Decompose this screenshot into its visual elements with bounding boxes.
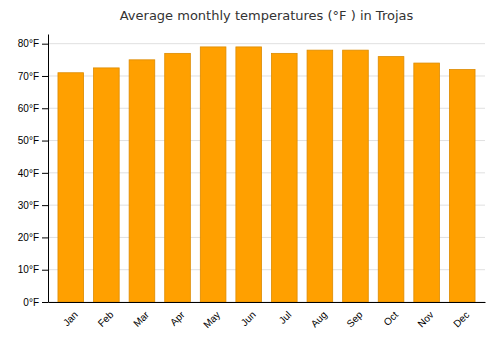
x-tick: Jan [61,309,80,328]
y-tick-label: 40°F [18,168,39,179]
y-tick: 30°F [18,200,48,211]
y-tick-mark [42,141,48,142]
y-tick-mark [42,270,48,271]
plot: 0°F 10°F 20°F 30°F 40°F 50°F 60°F 70°F 80°F Jan Fe… [18,35,486,331]
bar [200,47,226,302]
x-tick-label: Feb [96,309,116,329]
y-tick: 10°F [18,264,48,275]
y-tick-mark [42,302,48,303]
x-tick-label: Oct [381,309,400,328]
y-tick-label: 80°F [18,38,39,49]
y-tick-mark [42,173,48,174]
y-axis-line [48,35,49,303]
y-tick: 20°F [18,232,48,243]
x-tick-label: May [201,309,222,330]
y-tick-mark [42,108,48,109]
x-tick-label: Nov [415,309,435,329]
y-tick: 60°F [18,103,48,114]
y-axis: 0°F 10°F 20°F 30°F 40°F 50°F 60°F 70°F 80°F [18,35,49,308]
y-tick: 40°F [18,168,48,179]
bar [343,50,369,302]
x-tick-label: Dec [451,309,471,329]
x-axis-line [49,302,486,303]
y-tick-mark [42,205,48,206]
y-tick: 50°F [18,135,48,146]
grid [48,44,485,302]
y-tick-mark [42,44,48,45]
x-tick-label: Aug [309,309,329,329]
y-tick-label: 0°F [23,297,39,308]
y-tick: 70°F [18,71,48,82]
x-tick: Mar [131,309,151,329]
bar [129,60,155,302]
bar [414,63,440,302]
x-tick: Oct [381,309,400,328]
x-tick: Dec [451,309,471,329]
grid-line [48,43,485,44]
y-tick-label: 60°F [18,103,39,114]
y-tick-label: 70°F [18,71,39,82]
bar [271,53,297,302]
title: Average monthly temperatures (°F ) in Tr… [120,8,414,23]
bar [236,47,262,302]
x-axis: Jan Feb Mar Apr May Jun Jul Aug Sep Oct Nov Dec [49,303,486,331]
y-tick: 0°F [23,297,48,308]
y-tick-mark [42,76,48,77]
x-tick: Nov [415,309,435,329]
x-tick: Jul [277,309,294,326]
x-tick: Jun [239,309,258,328]
bar [449,70,475,302]
bar [165,53,191,302]
x-tick-label: Apr [168,309,187,328]
x-tick: May [201,309,222,330]
x-tick-label: Jun [239,309,258,328]
y-tick-label: 10°F [18,264,39,275]
bar [307,50,333,302]
bar [58,73,84,302]
x-tick-label: Mar [131,309,151,329]
y-tick-label: 20°F [18,232,39,243]
x-tick: Sep [344,309,365,330]
x-tick-label: Jul [277,309,294,326]
bar [94,68,120,302]
x-tick: Aug [309,309,329,329]
x-tick: Feb [96,309,116,329]
x-tick-label: Jan [61,309,80,328]
x-tick-label: Sep [344,309,365,330]
bar [378,57,404,302]
x-tick: Apr [168,309,187,328]
bars [58,47,475,302]
y-tick: 80°F [18,38,48,49]
y-tick-mark [42,237,48,238]
y-tick-label: 30°F [18,200,39,211]
chart: 0°F 10°F 20°F 30°F 40°F 50°F 60°F 70°F 80°F Jan Fe… [0,0,500,350]
y-tick-label: 50°F [18,135,39,146]
